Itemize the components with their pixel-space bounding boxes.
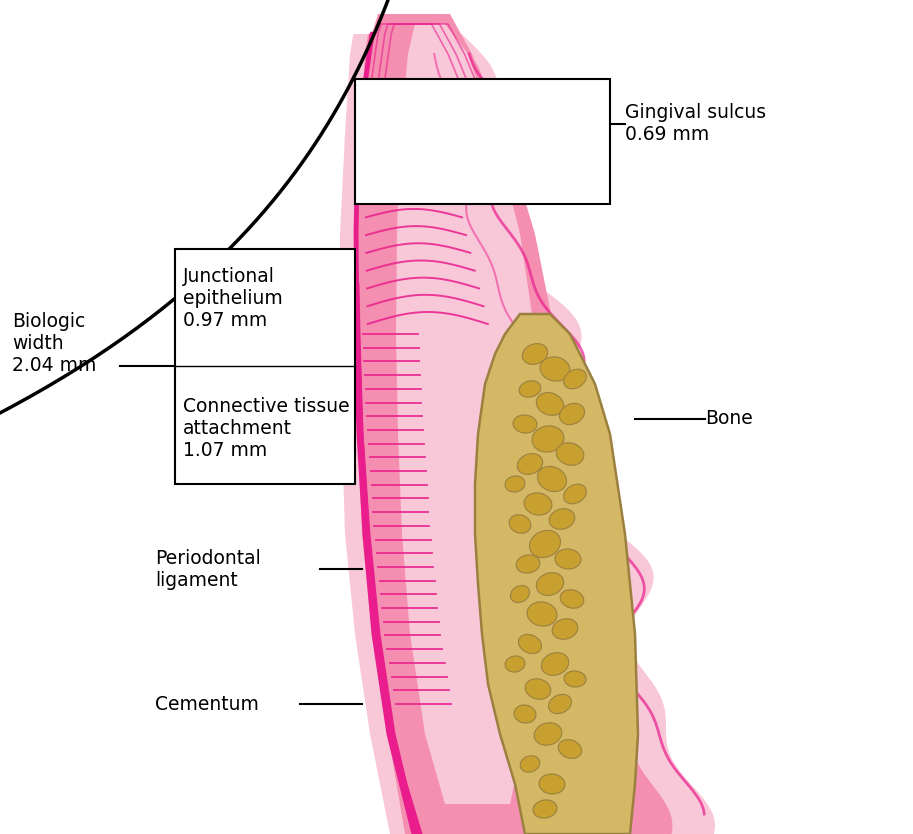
Ellipse shape bbox=[524, 493, 552, 515]
Ellipse shape bbox=[560, 404, 584, 425]
Ellipse shape bbox=[525, 679, 551, 699]
Polygon shape bbox=[340, 34, 715, 834]
Ellipse shape bbox=[556, 443, 583, 465]
Text: Gingival sulcus
0.69 mm: Gingival sulcus 0.69 mm bbox=[625, 103, 766, 144]
Ellipse shape bbox=[550, 509, 575, 530]
Polygon shape bbox=[396, 24, 545, 804]
Text: Cementum: Cementum bbox=[155, 695, 259, 714]
Ellipse shape bbox=[518, 454, 542, 475]
Ellipse shape bbox=[510, 585, 530, 602]
Polygon shape bbox=[358, 14, 568, 834]
Ellipse shape bbox=[540, 357, 570, 381]
Text: Junctional
epithelium
0.97 mm: Junctional epithelium 0.97 mm bbox=[183, 268, 283, 330]
Ellipse shape bbox=[555, 549, 581, 569]
Ellipse shape bbox=[516, 555, 540, 573]
Text: Biologic
width
2.04 mm: Biologic width 2.04 mm bbox=[12, 313, 97, 375]
Polygon shape bbox=[356, 34, 673, 834]
Ellipse shape bbox=[505, 476, 525, 492]
Ellipse shape bbox=[552, 619, 578, 639]
Ellipse shape bbox=[561, 590, 583, 608]
Ellipse shape bbox=[519, 381, 540, 397]
Ellipse shape bbox=[505, 656, 525, 672]
Ellipse shape bbox=[536, 573, 563, 595]
Ellipse shape bbox=[519, 635, 541, 654]
Ellipse shape bbox=[530, 530, 561, 558]
Ellipse shape bbox=[534, 723, 561, 746]
Text: Connective tissue
attachment
1.07 mm: Connective tissue attachment 1.07 mm bbox=[183, 398, 350, 460]
Ellipse shape bbox=[514, 705, 536, 723]
Polygon shape bbox=[475, 314, 638, 834]
Ellipse shape bbox=[563, 485, 586, 504]
Ellipse shape bbox=[536, 393, 563, 415]
Text: Bone: Bone bbox=[705, 409, 752, 429]
Ellipse shape bbox=[522, 344, 548, 364]
Ellipse shape bbox=[533, 800, 557, 818]
Ellipse shape bbox=[549, 695, 572, 714]
Ellipse shape bbox=[532, 426, 564, 452]
Bar bbox=[355, 79, 610, 204]
Ellipse shape bbox=[563, 369, 586, 389]
Ellipse shape bbox=[541, 653, 569, 676]
Text: Periodontal
ligament: Periodontal ligament bbox=[155, 549, 261, 590]
Bar bbox=[175, 249, 355, 484]
Ellipse shape bbox=[509, 515, 530, 533]
Ellipse shape bbox=[527, 602, 557, 626]
Ellipse shape bbox=[520, 756, 540, 772]
Ellipse shape bbox=[538, 466, 566, 491]
Ellipse shape bbox=[539, 774, 565, 794]
Ellipse shape bbox=[513, 415, 537, 433]
Ellipse shape bbox=[564, 671, 586, 687]
Ellipse shape bbox=[559, 740, 582, 758]
